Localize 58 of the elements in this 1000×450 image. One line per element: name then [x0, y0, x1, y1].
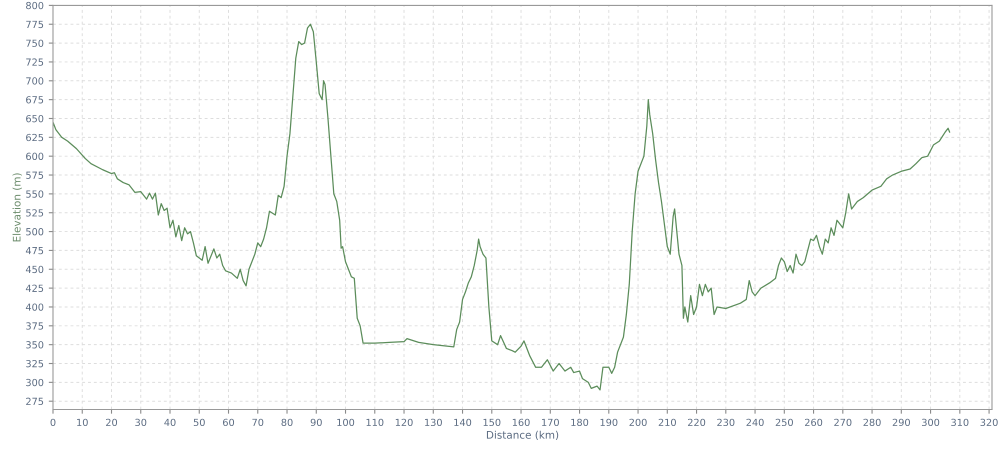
x-tick-label: 270 — [834, 418, 852, 426]
x-tick-label: 120 — [396, 418, 413, 426]
x-tick-label: 80 — [281, 418, 293, 426]
y-tick-label: 650 — [26, 114, 44, 122]
x-tick-label: 190 — [600, 418, 618, 426]
x-tick-label: 320 — [980, 418, 998, 426]
y-tick-label: 275 — [26, 398, 44, 406]
x-tick-label: 280 — [864, 418, 881, 426]
y-tick-label: 675 — [26, 96, 44, 104]
x-tick-label: 40 — [164, 418, 176, 426]
x-tick-label: 230 — [717, 418, 734, 426]
y-tick-label: 800 — [26, 2, 44, 10]
x-tick-label: 170 — [542, 418, 559, 426]
x-tick-label: 100 — [337, 418, 354, 426]
x-tick-label: 50 — [194, 418, 205, 426]
y-tick-label: 775 — [26, 20, 44, 28]
x-tick-label: 240 — [746, 418, 764, 426]
x-tick-label: 250 — [776, 418, 793, 426]
y-tick-label: 600 — [26, 152, 44, 160]
y-tick-label: 325 — [26, 360, 44, 368]
y-tick-label: 525 — [26, 209, 44, 217]
y-tick-label: 375 — [26, 322, 44, 330]
y-tick-label: 450 — [26, 266, 44, 274]
x-tick-label: 160 — [512, 418, 530, 426]
y-tick-label: 700 — [26, 77, 44, 85]
x-tick-label: 210 — [658, 418, 676, 426]
x-tick-label: 300 — [922, 418, 940, 426]
x-axis-title: Distance (km) — [486, 430, 558, 440]
y-tick-label: 625 — [26, 134, 44, 142]
x-tick-label: 140 — [454, 418, 472, 426]
x-tick-label: 30 — [135, 418, 146, 426]
y-tick-label: 425 — [26, 284, 44, 292]
x-tick-label: 20 — [106, 418, 118, 426]
x-tick-label: 10 — [77, 418, 88, 426]
y-tick-label: 550 — [26, 190, 44, 198]
x-tick-label: 180 — [571, 418, 588, 426]
y-tick-label: 400 — [26, 303, 44, 311]
x-tick-label: 130 — [425, 418, 442, 426]
y-tick-label: 300 — [26, 378, 44, 386]
y-axis-title: Elevation (m) — [12, 173, 22, 242]
x-tick-label: 0 — [50, 418, 56, 426]
y-tick-label: 500 — [26, 228, 44, 236]
x-tick-label: 110 — [366, 418, 384, 426]
x-tick-label: 70 — [252, 418, 264, 426]
y-tick-label: 475 — [26, 247, 44, 254]
x-tick-label: 310 — [951, 418, 968, 426]
y-tick-label: 750 — [26, 40, 44, 47]
y-tick-label: 575 — [26, 172, 44, 179]
x-tick-label: 290 — [892, 418, 910, 426]
y-tick-label: 725 — [26, 58, 44, 66]
line-series — [53, 24, 950, 391]
x-tick-label: 60 — [223, 418, 234, 426]
x-tick-label: 220 — [688, 418, 706, 426]
x-tick-label: 150 — [484, 418, 500, 426]
x-tick-label: 200 — [629, 418, 647, 426]
x-tick-label: 260 — [804, 418, 822, 426]
y-tick-label: 350 — [26, 341, 44, 348]
x-tick-label: 90 — [310, 418, 322, 426]
